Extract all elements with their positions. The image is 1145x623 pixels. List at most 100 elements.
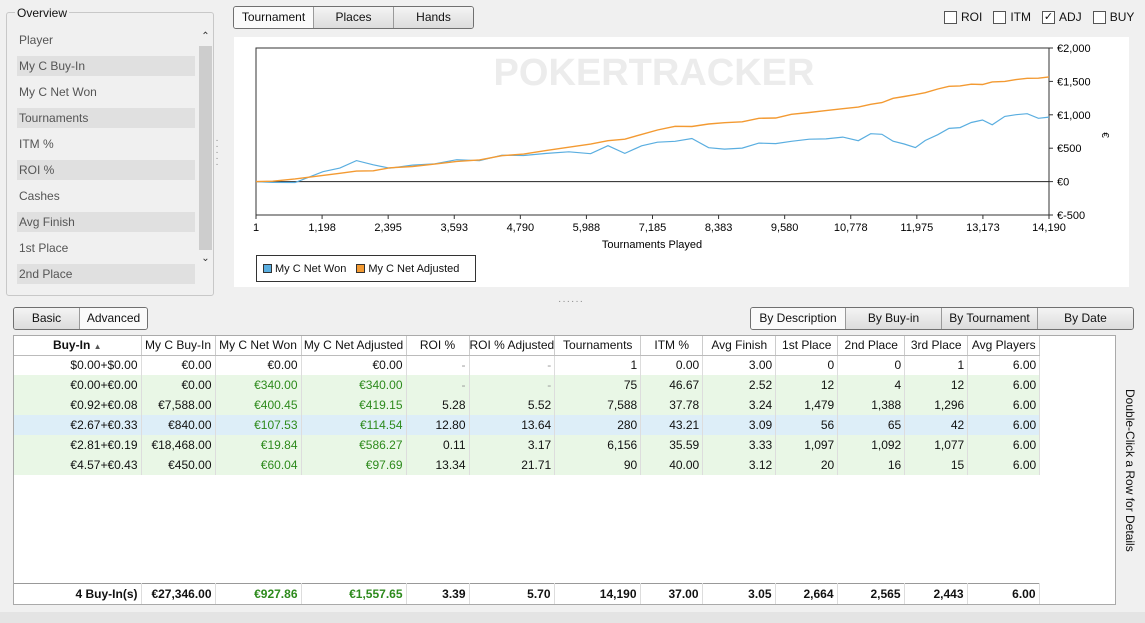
totals-cell: €1,557.65 bbox=[301, 583, 407, 604]
table-row[interactable]: $0.00+$0.00 €0.00 €0.00 €0.00- -1 0.00 3.00 0 0 1… bbox=[14, 355, 1041, 375]
table-cell: 5.52 bbox=[469, 395, 556, 415]
checkbox-buy-box[interactable] bbox=[1092, 10, 1106, 24]
checkbox-roi[interactable]: ROI bbox=[944, 10, 982, 24]
table-row[interactable]: €0.92+€0.08 €7,588.00 €400.45 €419.15 5.28 5.… bbox=[14, 395, 1041, 415]
stat-item-roi[interactable]: ROI % bbox=[17, 160, 195, 180]
stat-item-tournaments[interactable]: Tournaments bbox=[17, 108, 195, 128]
col-header-tournaments[interactable]: Tournaments bbox=[554, 336, 642, 356]
table-row[interactable]: €4.57+€0.43 €450.00 €60.04 €97.69 13.34 21.71… bbox=[14, 455, 1041, 475]
tab-hands[interactable]: Hands bbox=[394, 7, 473, 28]
table-cell: 0.00 bbox=[640, 355, 704, 375]
table-cell: 1 bbox=[554, 355, 642, 375]
table-cell: 2.52 bbox=[702, 375, 777, 395]
col-header-net-won[interactable]: My C Net Won bbox=[215, 336, 302, 356]
checkbox-itm-label: ITM bbox=[1010, 10, 1032, 24]
table-cell: 12 bbox=[904, 375, 969, 395]
checkbox-buy[interactable]: BUY bbox=[1092, 10, 1134, 24]
tab-advanced[interactable]: Advanced bbox=[80, 308, 147, 329]
table-cell: 90 bbox=[554, 455, 642, 475]
table-cell: €60.04 bbox=[215, 455, 302, 475]
col-header-my-c-buy-in[interactable]: My C Buy-In bbox=[141, 336, 216, 356]
col-header-avg-players[interactable]: Avg Players bbox=[967, 336, 1041, 356]
table-cell: 6.00 bbox=[967, 435, 1041, 455]
col-header-net-adjusted[interactable]: My C Net Adjusted bbox=[301, 336, 407, 356]
checkbox-adj-box[interactable]: ✓ bbox=[1042, 10, 1056, 24]
table-cell: 6.00 bbox=[967, 455, 1041, 475]
y-tick-label: €500 bbox=[1057, 143, 1081, 155]
stat-item-cashes[interactable]: Cashes bbox=[19, 189, 60, 203]
stat-item-2nd-place[interactable]: 2nd Place bbox=[17, 264, 195, 284]
stat-item-net-won[interactable]: My C Net Won bbox=[19, 85, 97, 99]
table-cell: 42 bbox=[904, 415, 969, 435]
table-cell: 43.21 bbox=[640, 415, 704, 435]
table-cell: €0.00 bbox=[141, 355, 216, 375]
x-tick-label: 1,198 bbox=[308, 222, 336, 234]
table-cell: €19.84 bbox=[215, 435, 302, 455]
col-header-itm[interactable]: ITM % bbox=[640, 336, 704, 356]
series-line-net-adjusted bbox=[255, 76, 1050, 183]
horizontal-splitter-handle[interactable]: ······ bbox=[558, 296, 584, 307]
tab-places[interactable]: Places bbox=[314, 7, 394, 28]
table-cell: 0 bbox=[837, 355, 906, 375]
table-cell: 5.28 bbox=[406, 395, 470, 415]
table-cell: 1,388 bbox=[837, 395, 906, 415]
col-header-buy-in[interactable]: Buy-In ▲ bbox=[14, 336, 142, 356]
stat-list[interactable]: Player My C Buy-In My C Net Won Tourname… bbox=[17, 30, 195, 290]
table-cell: 40.00 bbox=[640, 455, 704, 475]
tab-by-tournament[interactable]: By Tournament bbox=[942, 308, 1038, 329]
checkbox-adj[interactable]: ✓ ADJ bbox=[1042, 10, 1082, 24]
vertical-splitter-handle[interactable]: · · · · · bbox=[215, 135, 219, 170]
tab-by-description[interactable]: By Description bbox=[751, 308, 846, 329]
tab-by-buy-in[interactable]: By Buy-in bbox=[846, 308, 942, 329]
overview-scrollbar[interactable]: ⌃ ⌄ bbox=[198, 30, 213, 286]
x-tick-label: 3,593 bbox=[440, 222, 468, 234]
col-header-roi[interactable]: ROI % bbox=[406, 336, 470, 356]
col-header-avg-finish[interactable]: Avg Finish bbox=[702, 336, 777, 356]
tab-by-date[interactable]: By Date bbox=[1038, 308, 1133, 329]
x-tick-label: 9,580 bbox=[771, 222, 799, 234]
col-header-3rd-place[interactable]: 3rd Place bbox=[904, 336, 969, 356]
tab-basic[interactable]: Basic bbox=[14, 308, 80, 329]
totals-cell: 14,190 bbox=[554, 583, 641, 604]
x-axis-label: Tournaments Played bbox=[602, 239, 702, 251]
col-header-roi-adjusted[interactable]: ROI % Adjusted bbox=[469, 336, 556, 356]
table-cell: €400.45 bbox=[215, 395, 302, 415]
table-cell: 13.34 bbox=[406, 455, 470, 475]
stats-table-panel: Buy-In ▲ My C Buy-In My C Net Won My C N… bbox=[13, 335, 1116, 605]
totals-cell: €927.86 bbox=[215, 583, 302, 604]
stat-item-1st-place[interactable]: 1st Place bbox=[19, 241, 69, 255]
checkbox-roi-box[interactable] bbox=[944, 10, 957, 24]
table-row[interactable]: €2.67+€0.33 €840.00 €107.53 €114.54 12.80 13.… bbox=[14, 415, 1041, 435]
col-header-2nd-place[interactable]: 2nd Place bbox=[837, 336, 906, 356]
grouping-tab-group: By Description By Buy-in By Tournament B… bbox=[750, 307, 1134, 330]
mode-tab-group: Basic Advanced bbox=[13, 307, 148, 330]
y-tick-label: €2,000 bbox=[1057, 43, 1091, 55]
totals-cell: 3.05 bbox=[702, 583, 776, 604]
x-tick-label: 5,988 bbox=[573, 222, 601, 234]
table-cell: 16 bbox=[837, 455, 906, 475]
totals-cell: 2,443 bbox=[904, 583, 968, 604]
x-tick-label: 8,383 bbox=[705, 222, 733, 234]
table-cell: €18,468.00 bbox=[141, 435, 216, 455]
table-cell: €7,588.00 bbox=[141, 395, 216, 415]
table-cell: 6.00 bbox=[967, 375, 1041, 395]
checkbox-itm[interactable]: ITM bbox=[993, 10, 1031, 24]
x-tick-label: 4,790 bbox=[507, 222, 535, 234]
checkbox-itm-box[interactable] bbox=[993, 10, 1007, 24]
tab-tournament[interactable]: Tournament bbox=[234, 7, 314, 28]
scroll-up-icon[interactable]: ⌃ bbox=[201, 31, 210, 42]
scroll-down-icon[interactable]: ⌄ bbox=[201, 253, 210, 264]
stat-item-buy-in[interactable]: My C Buy-In bbox=[17, 56, 195, 76]
scroll-thumb[interactable] bbox=[199, 46, 212, 250]
stat-item-itm[interactable]: ITM % bbox=[19, 137, 54, 151]
x-tick-label: 11,975 bbox=[900, 222, 933, 234]
table-row[interactable]: €2.81+€0.19 €18,468.00 €19.84 €586.27 0.11 3.… bbox=[14, 435, 1041, 455]
table-row[interactable]: €0.00+€0.00 €0.00 €340.00 €340.00- -75 46.67 2… bbox=[14, 375, 1041, 395]
stat-item-player[interactable]: Player bbox=[19, 33, 54, 47]
stat-item-avg-finish[interactable]: Avg Finish bbox=[17, 212, 195, 232]
table-cell: €0.00 bbox=[301, 355, 407, 375]
col-header-1st-place[interactable]: 1st Place bbox=[775, 336, 839, 356]
table-cell: 280 bbox=[554, 415, 642, 435]
y-tick-label: €0 bbox=[1057, 177, 1069, 189]
chart-tab-group: Tournament Places Hands bbox=[233, 6, 474, 29]
